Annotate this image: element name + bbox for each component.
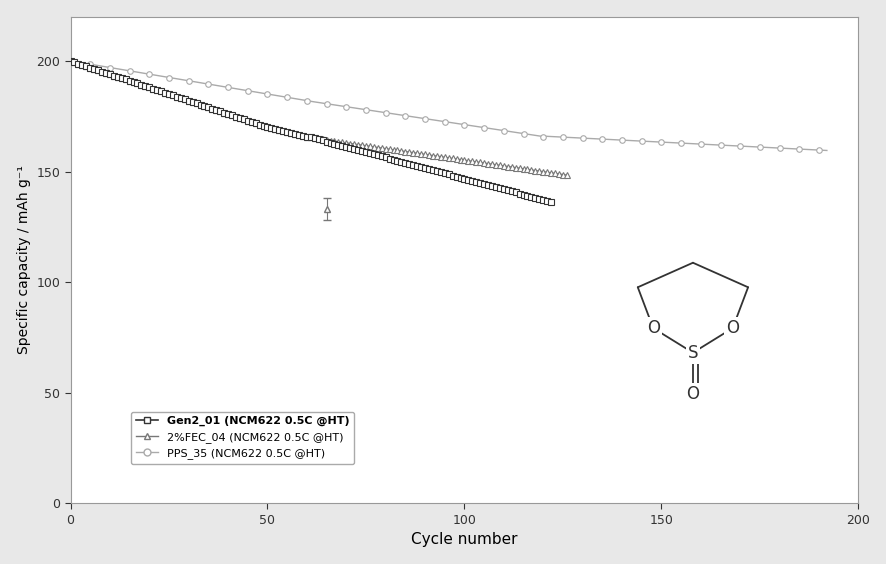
Legend: Gen2_01 (NCM622 0.5C @HT), 2%FEC_04 (NCM622 0.5C @HT), PPS_35 (NCM622 0.5C @HT): Gen2_01 (NCM622 0.5C @HT), 2%FEC_04 (NCM… <box>131 412 354 464</box>
X-axis label: Cycle number: Cycle number <box>411 532 517 547</box>
Y-axis label: Specific capacity / mAh g⁻¹: Specific capacity / mAh g⁻¹ <box>17 166 31 354</box>
